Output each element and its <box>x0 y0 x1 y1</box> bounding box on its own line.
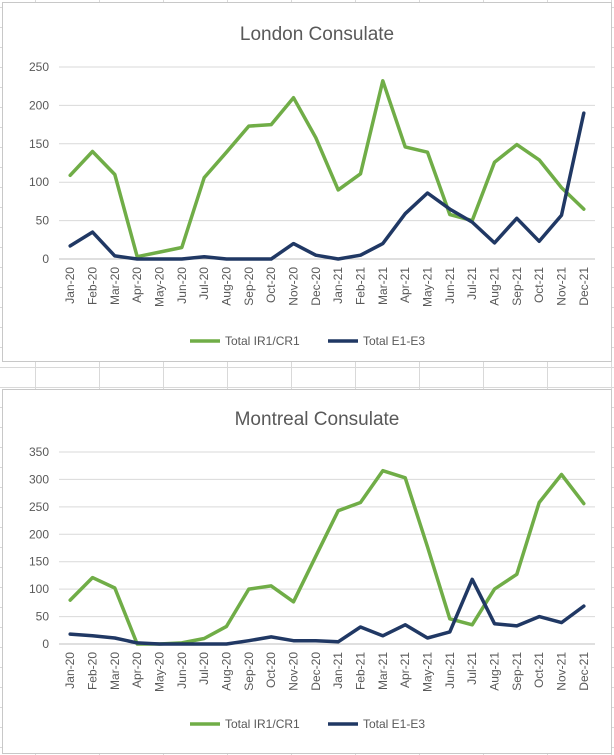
montreal-series-line-e1-e3 <box>68 577 586 646</box>
london-x-tick-label: May-21 <box>421 267 435 307</box>
montreal-x-tick-label: Jan-21 <box>331 652 345 689</box>
montreal-x-tick-label: Oct-21 <box>532 652 546 688</box>
montreal-y-tick-label: 100 <box>29 582 49 596</box>
london-x-tick-label: Feb-20 <box>86 267 100 305</box>
london-x-tick-label: Sep-21 <box>510 267 524 306</box>
montreal-x-tick-label: Jul-21 <box>465 652 479 685</box>
montreal-y-tick-label: 300 <box>29 472 49 486</box>
montreal-x-tick-label: May-20 <box>153 652 167 692</box>
london-x-tick-label: Oct-21 <box>532 267 546 303</box>
london-x-tick-label: Apr-21 <box>398 267 412 303</box>
montreal-y-tick-label: 250 <box>29 500 49 514</box>
london-legend-label: Total E1-E3 <box>363 334 425 348</box>
london-x-tick-label: Jul-20 <box>197 267 211 300</box>
montreal-series-line-ir1-cr1 <box>68 468 586 646</box>
montreal-y-tick-label: 50 <box>36 610 50 624</box>
montreal-x-tick-label: Aug-21 <box>488 652 502 691</box>
montreal-y-tick-label: 200 <box>29 527 49 541</box>
montreal-x-tick-label: Jun-20 <box>175 652 189 689</box>
london-x-tick-label: Mar-21 <box>376 267 390 305</box>
london-x-tick-label: Oct-20 <box>264 267 278 303</box>
london-y-tick-label: 200 <box>29 98 49 112</box>
london-x-tick-label: Feb-21 <box>354 267 368 305</box>
london-x-tick-label: Jun-21 <box>443 267 457 304</box>
montreal-x-tick-label: Sep-21 <box>510 652 524 691</box>
montreal-x-tick-label: Dec-20 <box>309 652 323 691</box>
montreal-x-tick-label: Mar-21 <box>376 652 390 690</box>
london-y-tick-label: 150 <box>29 137 49 151</box>
london-y-tick-label: 0 <box>42 252 49 266</box>
montreal-y-tick-label: 150 <box>29 555 49 569</box>
montreal-x-tick-label: Aug-20 <box>220 652 234 691</box>
montreal-legend-label: Total E1-E3 <box>363 717 425 731</box>
london-x-tick-label: Jun-20 <box>175 267 189 304</box>
montreal-y-tick-label: 350 <box>29 445 49 459</box>
montreal-y-tick-label: 0 <box>42 637 49 651</box>
montreal-x-tick-label: Nov-20 <box>287 652 301 691</box>
london-chart-svg: London Consulate 0 50 100 150 200 250 Jan-20 Feb… <box>29 24 595 348</box>
montreal-chart-svg: Montreal Consulate 0 50 100 150 200 250 300 350 J… <box>29 409 595 731</box>
london-x-tick-label: Jan-20 <box>63 267 77 304</box>
london-y-tick-label: 100 <box>29 175 49 189</box>
montreal-x-tick-label: Apr-20 <box>130 652 144 688</box>
london-x-tick-label: Jul-21 <box>465 267 479 300</box>
montreal-x-tick-label: Sep-20 <box>242 652 256 691</box>
montreal-x-tick-label: Apr-21 <box>398 652 412 688</box>
london-x-tick-label: May-20 <box>153 267 167 307</box>
montreal-x-tick-label: Nov-21 <box>555 652 569 691</box>
montreal-legend-label: Total IR1/CR1 <box>225 717 300 731</box>
london-x-tick-label: Sep-20 <box>242 267 256 306</box>
london-series-line-ir1-cr1 <box>68 79 586 259</box>
montreal-x-tick-label: Oct-20 <box>264 652 278 688</box>
london-y-tick-label: 250 <box>29 60 49 74</box>
london-x-tick-label: Apr-20 <box>130 267 144 303</box>
montreal-x-tick-label: Dec-21 <box>577 652 591 691</box>
london-consulate-chart: London Consulate 0 50 100 150 200 250 Jan-20 Feb… <box>2 2 612 362</box>
london-x-tick-label: Nov-20 <box>287 267 301 306</box>
london-x-tick-label: Dec-21 <box>577 267 591 306</box>
london-x-tick-label: Jan-21 <box>331 267 345 304</box>
london-x-tick-label: Mar-20 <box>108 267 122 305</box>
london-x-tick-label: Dec-20 <box>309 267 323 306</box>
montreal-chart-title: Montreal Consulate <box>235 409 400 430</box>
montreal-x-tick-label: Feb-21 <box>354 652 368 690</box>
montreal-x-tick-label: May-21 <box>421 652 435 692</box>
montreal-consulate-chart: Montreal Consulate 0 50 100 150 200 250 300 350 J… <box>2 389 612 754</box>
montreal-x-tick-label: Feb-20 <box>86 652 100 690</box>
london-x-tick-label: Nov-21 <box>555 267 569 306</box>
london-legend-label: Total IR1/CR1 <box>225 334 300 348</box>
montreal-x-tick-label: Jul-20 <box>197 652 211 685</box>
montreal-x-tick-label: Jun-21 <box>443 652 457 689</box>
montreal-x-tick-label: Mar-20 <box>108 652 122 690</box>
london-chart-title: London Consulate <box>240 24 394 45</box>
london-y-tick-label: 50 <box>36 214 50 228</box>
montreal-x-tick-label: Jan-20 <box>63 652 77 689</box>
london-series-line-e1-e3 <box>68 111 586 261</box>
london-x-tick-label: Aug-20 <box>220 267 234 306</box>
london-x-tick-label: Aug-21 <box>488 267 502 306</box>
